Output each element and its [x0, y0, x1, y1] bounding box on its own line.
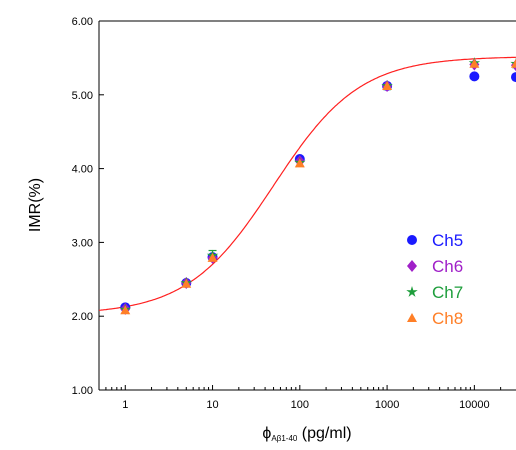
y-tick-label: 5.00: [72, 90, 93, 102]
series-ch5: [120, 71, 516, 312]
y-tick-label: 3.00: [72, 237, 93, 249]
data-points: [120, 57, 516, 315]
y-axis-label: IMR(%): [27, 178, 44, 232]
legend-label: Ch6: [432, 257, 463, 276]
legend-item-ch5: Ch5: [407, 231, 463, 250]
legend-item-ch8: Ch8: [407, 309, 463, 328]
legend-label: Ch8: [432, 309, 463, 328]
y-tick-label: 4.00: [72, 164, 93, 176]
x-axis-label-units: (pg/ml): [297, 425, 351, 442]
x-tick-label: 10000: [459, 399, 490, 411]
x-ticks: 1 10 100 1000 10000: [106, 385, 501, 411]
x-axis-label-symbol: ϕ: [262, 425, 271, 442]
data-point: [511, 59, 516, 68]
x-tick-label: 100: [291, 399, 309, 411]
x-axis-label-subscript: Aβ1-40: [271, 434, 298, 443]
data-point: [511, 72, 516, 82]
plot-frame: [99, 21, 516, 390]
legend: Ch5 Ch6 Ch7 Ch8: [406, 231, 463, 328]
x-axis-label: ϕAβ1-40 (pg/ml): [262, 425, 351, 443]
data-point: [469, 71, 479, 81]
legend-label: Ch5: [432, 231, 463, 250]
x-tick-label: 1: [122, 399, 128, 411]
x-tick-label: 10: [206, 399, 218, 411]
series-ch6: [120, 59, 516, 315]
legend-item-ch7: Ch7: [406, 283, 463, 302]
legend-marker: [407, 235, 417, 245]
legend-item-ch6: Ch6: [407, 257, 463, 276]
x-tick-label: 1000: [375, 399, 399, 411]
y-tick-label: 6.00: [72, 16, 93, 28]
legend-marker: [407, 313, 417, 322]
y-tick-label: 2.00: [72, 311, 93, 323]
legend-label: Ch7: [432, 283, 463, 302]
y-tick-label: 1.00: [72, 385, 93, 397]
legend-marker: [407, 260, 417, 272]
legend-marker: [406, 286, 417, 297]
